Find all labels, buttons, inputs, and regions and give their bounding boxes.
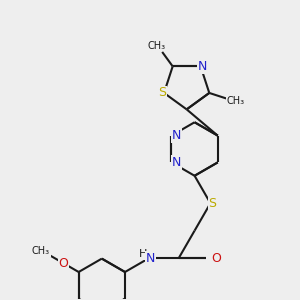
- Text: CH₃: CH₃: [226, 96, 245, 106]
- Text: N: N: [146, 252, 155, 265]
- Text: O: O: [212, 252, 221, 265]
- Text: N: N: [198, 60, 207, 73]
- Text: N: N: [172, 129, 181, 142]
- Text: CH₃: CH₃: [32, 246, 50, 256]
- Text: O: O: [58, 256, 68, 270]
- Text: S: S: [208, 197, 216, 210]
- Text: N: N: [172, 156, 181, 169]
- Text: S: S: [158, 86, 166, 99]
- Text: H: H: [139, 249, 147, 259]
- Text: CH₃: CH₃: [147, 40, 165, 50]
